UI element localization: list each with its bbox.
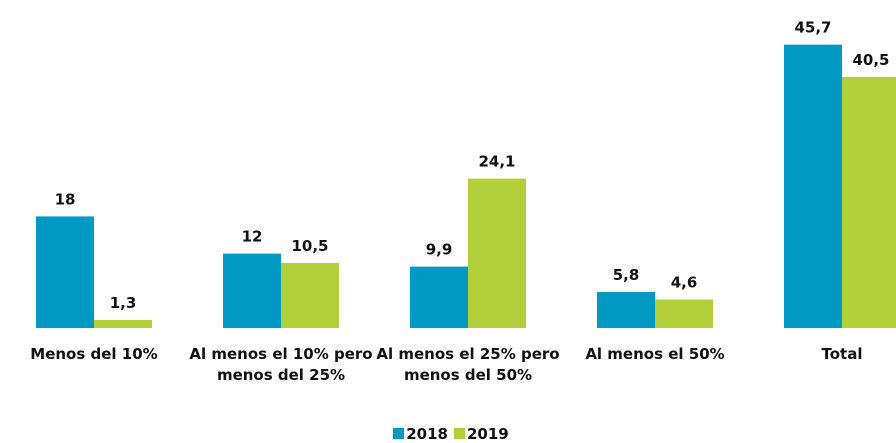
bar (842, 76, 896, 329)
bar (655, 299, 713, 328)
legend-swatch (393, 428, 405, 439)
x-tick-label: Al menos el 10% pero menos del 25% (189, 345, 373, 384)
value-label: 18 (55, 190, 76, 208)
bar (281, 262, 339, 328)
bar (410, 266, 468, 328)
value-label: 1,3 (110, 294, 137, 312)
bar (94, 319, 152, 328)
value-label: 12 (242, 228, 263, 246)
value-label: 45,7 (794, 19, 831, 37)
value-label: 4,6 (671, 273, 698, 291)
legend: 2018 2019 (0, 425, 896, 443)
value-label: 40,5 (852, 51, 889, 69)
value-label: 24,1 (478, 153, 515, 171)
bar (597, 292, 655, 328)
x-tick-label: Al menos el 25% pero menos del 50% (376, 345, 560, 384)
x-tick-label: Total (821, 345, 863, 363)
x-tick-label: Al menos el 50% (585, 345, 725, 363)
x-tick-label: Menos del 10% (30, 345, 158, 363)
legend-swatch (454, 428, 465, 439)
value-label: 10,5 (291, 237, 328, 255)
bar (468, 178, 526, 328)
value-label: 9,9 (426, 241, 453, 259)
value-label: 5,8 (613, 266, 640, 284)
bar (784, 44, 842, 328)
legend-label: 2018 (406, 425, 448, 443)
legend-label: 2019 (467, 425, 509, 443)
bar (36, 216, 94, 328)
bar (223, 253, 281, 328)
